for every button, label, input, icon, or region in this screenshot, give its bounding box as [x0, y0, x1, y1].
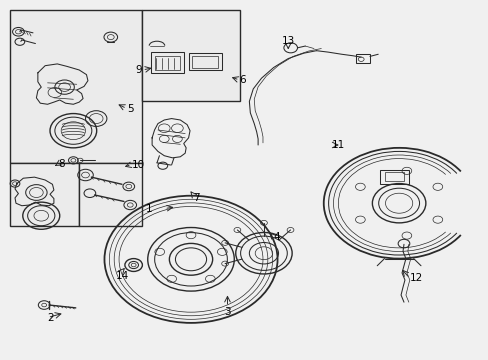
Text: 3: 3	[224, 307, 230, 317]
Text: 10: 10	[131, 159, 144, 170]
Bar	[356, 54, 369, 63]
Text: 13: 13	[281, 36, 294, 46]
Bar	[10, 163, 79, 226]
Text: 9: 9	[136, 65, 142, 75]
Bar	[379, 170, 408, 184]
Text: 2: 2	[47, 312, 54, 323]
Text: 5: 5	[126, 104, 133, 113]
Bar	[155, 56, 180, 70]
Text: 11: 11	[331, 140, 345, 150]
Text: 8: 8	[58, 159, 65, 169]
Bar	[10, 10, 142, 163]
Bar	[151, 52, 184, 73]
Text: 7: 7	[193, 193, 200, 203]
Bar	[79, 163, 142, 226]
Bar	[384, 172, 403, 181]
Text: 4: 4	[273, 232, 280, 242]
Text: 1: 1	[145, 203, 152, 213]
Bar	[188, 53, 221, 70]
Bar	[191, 56, 218, 68]
Text: 12: 12	[409, 273, 422, 283]
Text: 14: 14	[115, 271, 128, 281]
Bar	[142, 10, 239, 102]
Text: 6: 6	[239, 75, 246, 85]
